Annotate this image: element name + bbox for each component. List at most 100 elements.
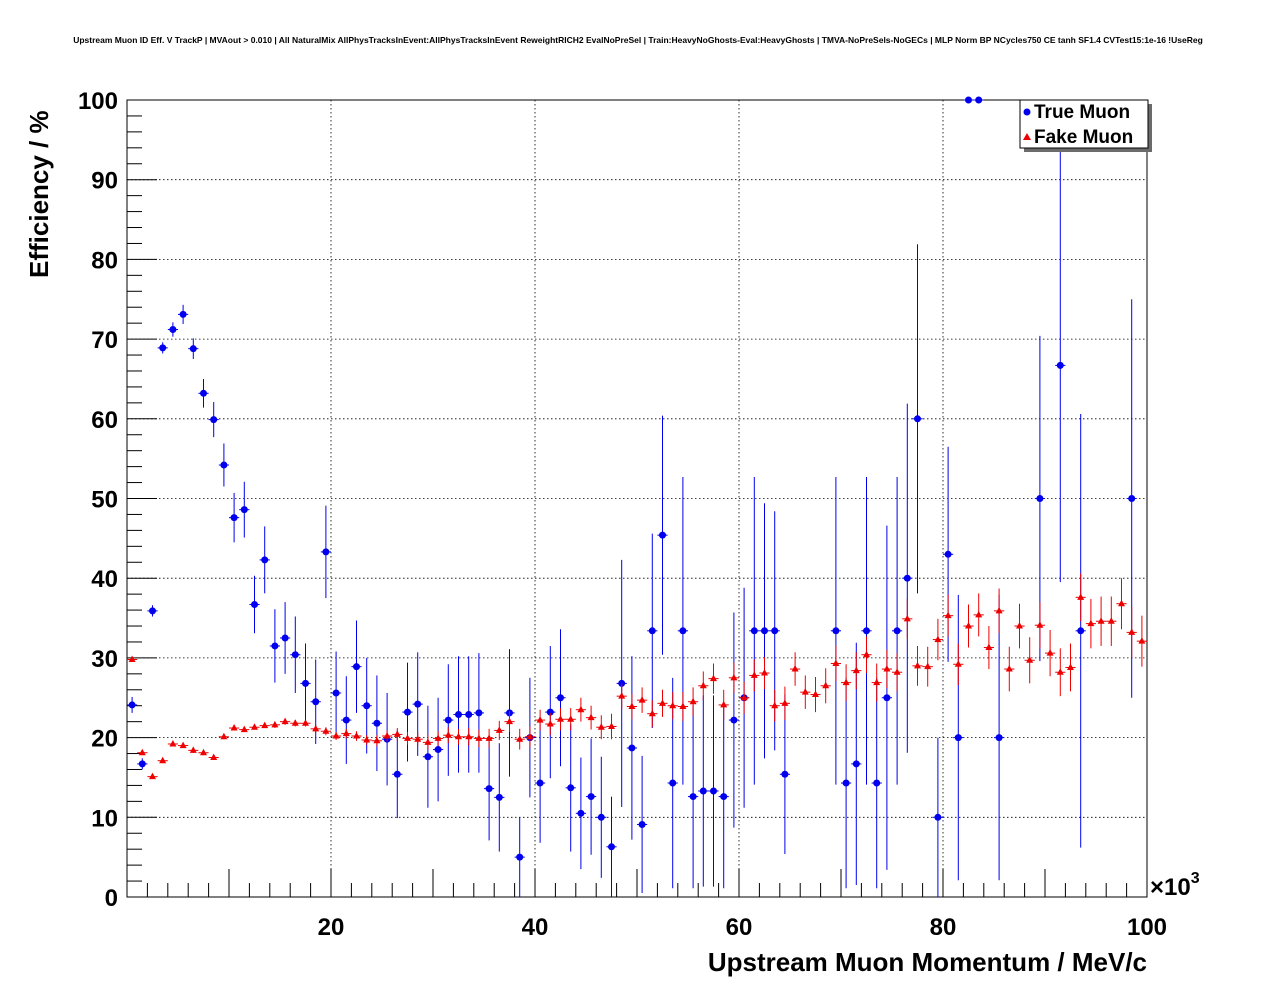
data-point-fake-muon <box>657 689 668 717</box>
data-point-fake-muon <box>1096 596 1107 646</box>
data-point-fake-muon <box>932 618 943 661</box>
marker-circle <box>914 415 921 423</box>
marker-triangle <box>679 702 687 710</box>
marker-triangle <box>342 729 350 737</box>
marker-triangle <box>149 772 156 780</box>
data-point-fake-muon <box>861 636 872 674</box>
marker-triangle <box>873 678 881 686</box>
marker-circle <box>128 701 136 709</box>
data-point-true-muon <box>422 705 433 808</box>
marker-circle <box>587 793 595 801</box>
marker-triangle <box>414 735 422 742</box>
data-point-true-muon <box>932 737 943 897</box>
data-point-true-muon <box>473 653 484 773</box>
data-point-fake-muon <box>902 598 913 639</box>
marker-circle <box>414 700 422 708</box>
data-point-fake-muon <box>1045 630 1056 677</box>
marker-triangle <box>424 738 432 745</box>
data-point-fake-muon <box>647 700 658 728</box>
data-point-fake-muon <box>198 748 209 756</box>
marker-circle <box>628 744 636 752</box>
data-point-true-muon <box>188 338 199 360</box>
marker-circle <box>455 710 462 718</box>
data-point-true-muon <box>861 476 872 785</box>
legend-label-fake-muon: Fake Muon <box>1034 127 1133 148</box>
data-point-fake-muon <box>280 717 291 725</box>
marker-triangle <box>669 701 677 709</box>
data-point-true-muon <box>392 730 403 819</box>
marker-circle <box>648 627 656 635</box>
y-tick-labels: 0 10 20 30 40 50 60 70 80 90 100 <box>78 88 118 912</box>
data-point-true-muon <box>953 594 964 881</box>
marker-circle <box>577 809 585 817</box>
data-point-true-muon <box>871 677 882 889</box>
marker-circle <box>485 785 493 793</box>
legend-box <box>1019 99 1149 149</box>
data-point-fake-muon <box>688 687 699 717</box>
data-point-true-muon <box>198 378 209 408</box>
marker-circle <box>608 843 615 851</box>
marker-circle <box>689 793 697 801</box>
marker-triangle <box>159 756 167 764</box>
data-point-fake-muon <box>728 662 739 693</box>
marker-triangle <box>893 668 901 675</box>
marker-circle <box>465 710 473 718</box>
marker-circle <box>302 679 309 687</box>
marker-circle <box>138 760 146 768</box>
data-point-fake-muon <box>259 721 270 729</box>
data-point-true-muon <box>371 675 382 772</box>
data-point-true-muon <box>657 415 668 655</box>
marker-circle <box>1128 495 1136 502</box>
data-point-fake-muon <box>739 681 750 714</box>
data-point-fake-muon <box>331 732 342 740</box>
marker-circle <box>189 345 197 353</box>
data-point-fake-muon <box>820 668 831 704</box>
data-point-fake-muon <box>402 732 413 745</box>
marker-triangle <box>975 610 983 618</box>
marker-circle <box>730 716 738 724</box>
data-point-fake-muon <box>1004 646 1015 692</box>
marker-circle <box>363 702 371 710</box>
marker-triangle <box>1056 668 1064 675</box>
data-point-true-muon <box>259 526 270 594</box>
data-point-fake-muon <box>320 727 331 736</box>
marker-triangle <box>128 655 136 662</box>
data-point-fake-muon <box>351 731 362 741</box>
marker-circle <box>220 461 228 469</box>
data-point-true-muon <box>830 476 841 785</box>
data-point-true-muon <box>963 96 974 104</box>
data-point-true-muon <box>157 342 168 354</box>
data-point-fake-muon <box>769 689 780 722</box>
data-point-fake-muon <box>300 719 311 727</box>
x-tick-label: 100 <box>1127 914 1167 941</box>
data-point-true-muon <box>596 756 607 878</box>
data-point-fake-muon <box>963 604 974 648</box>
marker-circle <box>169 326 177 334</box>
data-point-true-muon <box>239 481 250 538</box>
data-point-fake-muon <box>504 711 515 733</box>
marker-triangle <box>189 746 197 753</box>
data-point-true-muon <box>127 696 138 713</box>
marker-triangle <box>516 735 524 742</box>
data-point-fake-muon <box>708 663 719 694</box>
marker-circle <box>261 556 269 564</box>
marker-triangle <box>944 611 952 619</box>
marker-circle <box>842 779 850 787</box>
marker-triangle <box>475 734 483 741</box>
marker-triangle <box>852 666 860 674</box>
data-point-true-muon <box>494 743 505 852</box>
marker-circle <box>679 627 687 635</box>
marker-circle <box>944 550 952 558</box>
marker-circle <box>230 514 238 522</box>
data-point-true-muon <box>779 694 790 854</box>
data-point-fake-muon <box>973 593 984 637</box>
marker-triangle <box>179 741 187 749</box>
data-point-true-muon <box>331 651 342 735</box>
marker-triangle <box>995 606 1003 614</box>
marker-triangle <box>281 717 289 725</box>
legend-label-true-muon: True Muon <box>1034 102 1130 123</box>
data-point-true-muon <box>147 605 158 617</box>
data-point-true-muon <box>341 676 352 764</box>
data-point-fake-muon <box>545 712 556 736</box>
data-point-true-muon <box>626 656 637 840</box>
